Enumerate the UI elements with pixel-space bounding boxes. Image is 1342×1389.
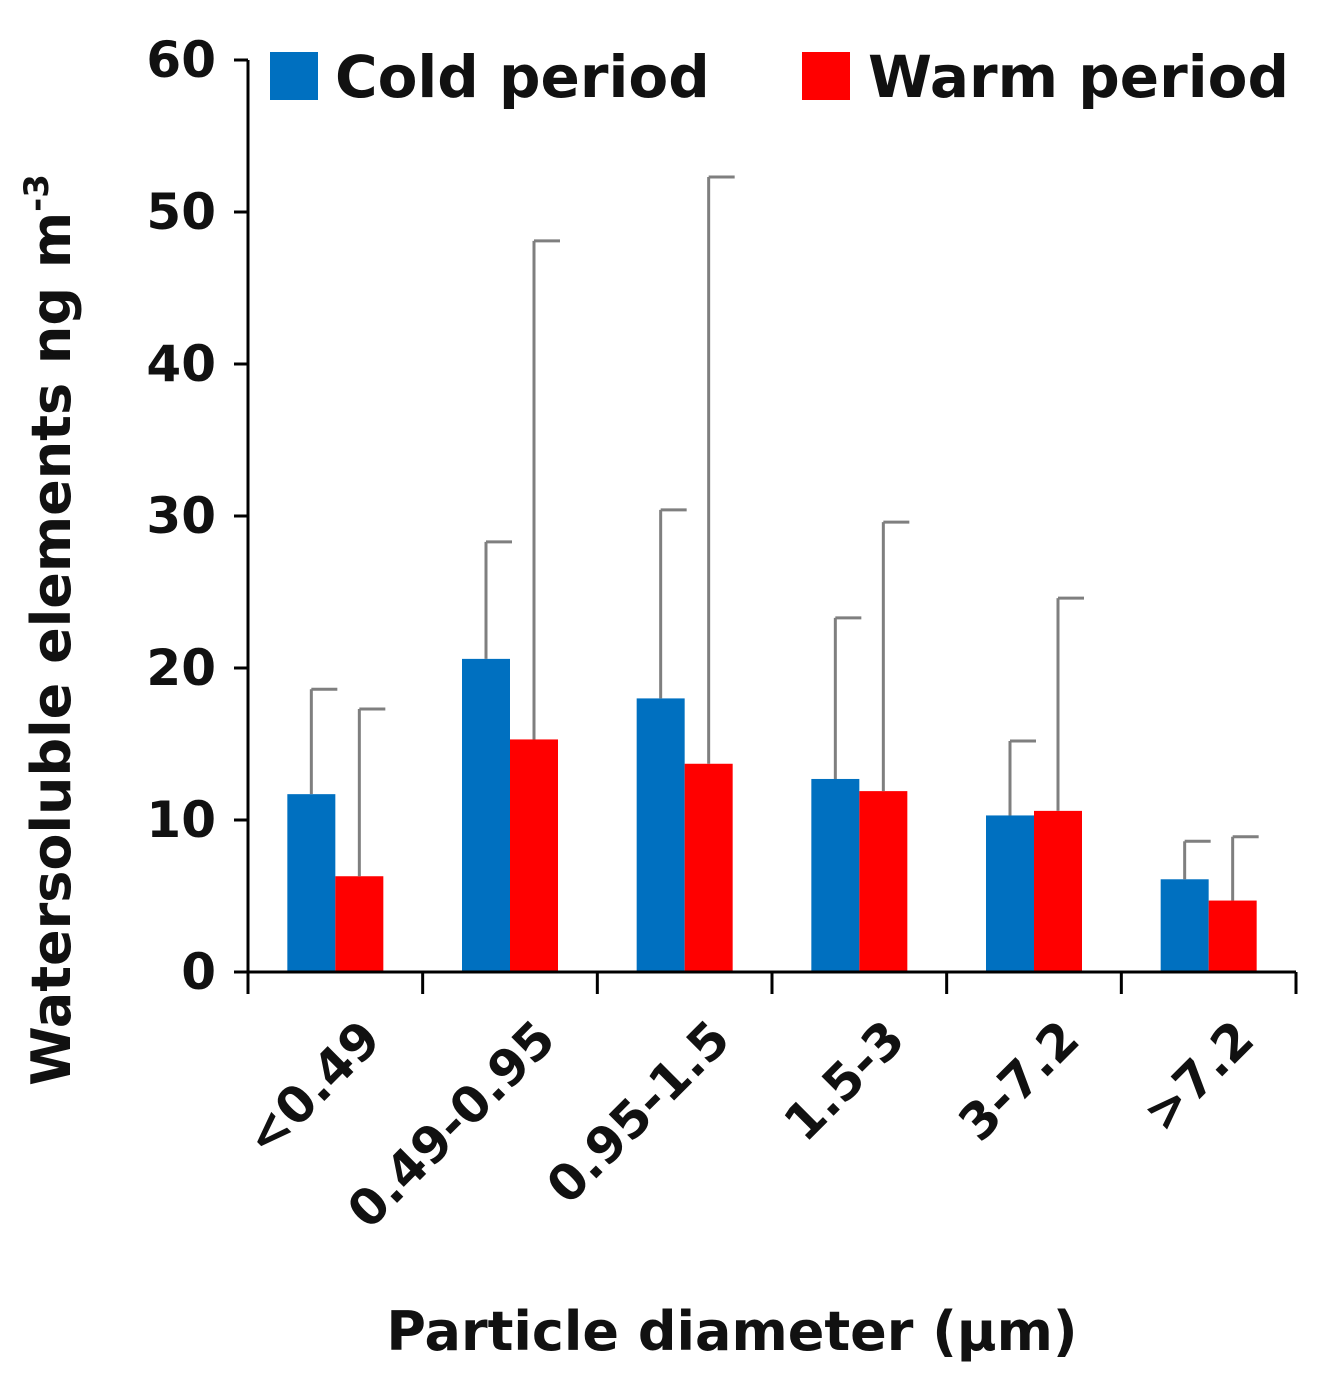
bar-cold [462,658,510,972]
x-category-label: 3-7.2 [948,1009,1091,1152]
y-axis-title: Watersoluble elements ng m-3 [17,174,83,1086]
bar-cold [1160,879,1209,972]
y-tick-label: 60 [146,31,216,89]
bar-warm [859,791,908,972]
y-tick-label: 10 [146,791,216,849]
x-category-label: 1.5-3 [773,1009,916,1152]
y-tick-label: 40 [146,335,216,393]
x-axis-title: Particle diameter (µm) [386,1300,1077,1363]
legend: Cold period Warm period [270,43,1289,111]
legend-swatch-cold [270,52,318,100]
bar-cold [986,815,1034,972]
y-tick-label: 50 [146,183,216,241]
bar-warm [1034,810,1082,972]
x-category-label: <0.49 [234,1009,392,1167]
x-category-label: 0.95-1.5 [536,1009,742,1215]
bar-warm [1208,900,1257,972]
bar-cold [636,698,685,972]
x-category-label: >7.2 [1132,1009,1265,1142]
bar-cold [811,778,860,972]
y-tick-label: 20 [146,639,216,697]
y-tick-label: 30 [146,487,216,545]
bar-warm [335,876,384,972]
legend-swatch-warm [802,52,850,100]
legend-label-warm: Warm period [868,43,1289,111]
bar-warm [684,763,733,972]
bar-cold [287,794,336,972]
y-axis-title-superscript: -3 [17,174,57,212]
bar-warm [510,739,558,972]
legend-label-cold: Cold period [335,43,710,111]
y-axis-title-text: Watersoluble elements ng m [20,212,83,1086]
y-tick-label: 0 [181,943,216,1001]
